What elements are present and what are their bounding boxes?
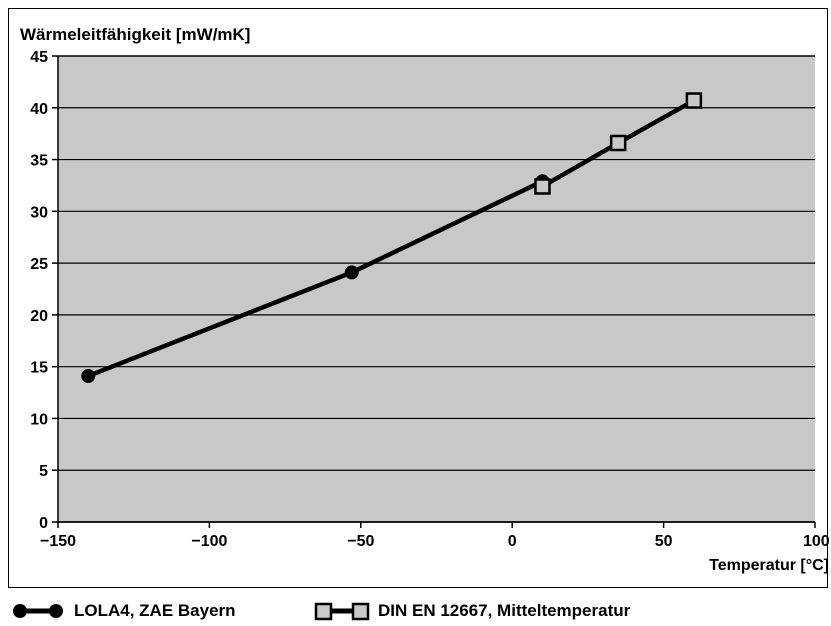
ytick-label-10: 10 [30,411,48,428]
ytick-label-30: 30 [30,204,48,221]
chart-title: Wärmeleitfähigkeit [mW/mK] [20,25,250,44]
legend-swatch-circle-icon [10,599,66,623]
chart-svg: Wärmeleitfähigkeit [mW/mK] 0 5 10 15 20 25 30 3… [20,25,830,574]
legend-swatch-square-icon [314,599,370,623]
ytick-label-40: 40 [30,101,48,118]
data-point-series-2-3 [685,92,703,109]
xtick-label-0: 0 [508,533,517,550]
legend: LOLA4, ZAE Bayern DIN EN 12667, Mittelte… [0,596,831,626]
data-point-series-2-1 [534,178,551,195]
ytick-label-15: 15 [30,360,48,377]
xtick-label-50: 50 [655,533,673,550]
ytick-label-45: 45 [30,49,48,66]
legend-label-series-2: DIN EN 12667, Mitteltemperatur [378,601,631,620]
x-axis-label: Temperatur [°C] [709,557,829,574]
ytick-label-20: 20 [30,308,48,325]
data-point-series-2-2 [609,134,627,152]
data-point-series-1-1 [81,368,96,383]
data-point-series-1-2 [344,265,359,280]
legend-item-series-2: DIN EN 12667, Mitteltemperatur [314,596,630,626]
plot-area: 0 5 10 15 20 25 30 35 40 45 −150 −100 −50 0 50 100 Tempe… [30,49,830,574]
legend-label-series-1: LOLA4, ZAE Bayern [74,601,236,620]
ytick-label-5: 5 [39,463,48,480]
ytick-label-25: 25 [30,256,48,273]
legend-item-series-1: LOLA4, ZAE Bayern [10,596,236,626]
plot-background [58,56,815,522]
xtick-label-100: 100 [803,533,830,550]
xtick-label--150: −150 [40,533,76,550]
ytick-label-35: 35 [30,153,48,170]
xtick-label--100: −100 [191,533,227,550]
xtick-label--50: −50 [347,533,374,550]
ytick-label-0: 0 [39,515,48,532]
